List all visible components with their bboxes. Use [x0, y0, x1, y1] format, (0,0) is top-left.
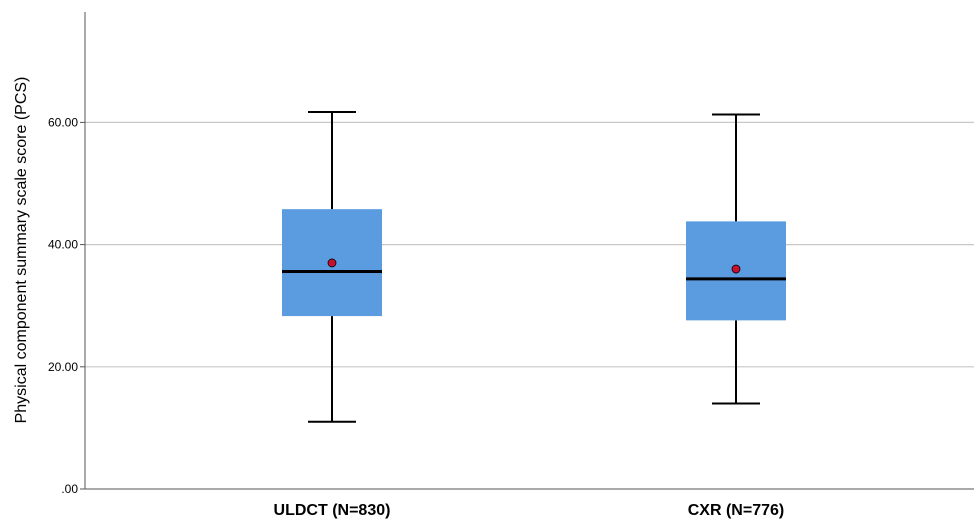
y-axis-title: Physical component summary scale score (… — [13, 77, 30, 424]
mean-marker-1 — [731, 264, 741, 274]
boxes — [282, 111, 786, 423]
y-tick-label-3: 60.00 — [48, 115, 78, 129]
y-tick-label-0: .00 — [61, 482, 78, 496]
box-group-0 — [282, 111, 382, 423]
category-labels: ULDCT (N=830) CXR (N=776) — [274, 502, 785, 519]
box-group-1 — [686, 113, 786, 405]
mean-marker-0 — [327, 258, 337, 268]
category-label-0: ULDCT (N=830) — [274, 502, 391, 519]
category-label-1: CXR (N=776) — [688, 502, 784, 519]
y-tick-labels: .00 20.00 40.00 60.00 — [48, 115, 78, 496]
axes — [80, 12, 974, 490]
grid-lines — [85, 121, 974, 368]
y-tick-label-1: 20.00 — [48, 360, 78, 374]
y-tick-label-2: 40.00 — [48, 238, 78, 252]
